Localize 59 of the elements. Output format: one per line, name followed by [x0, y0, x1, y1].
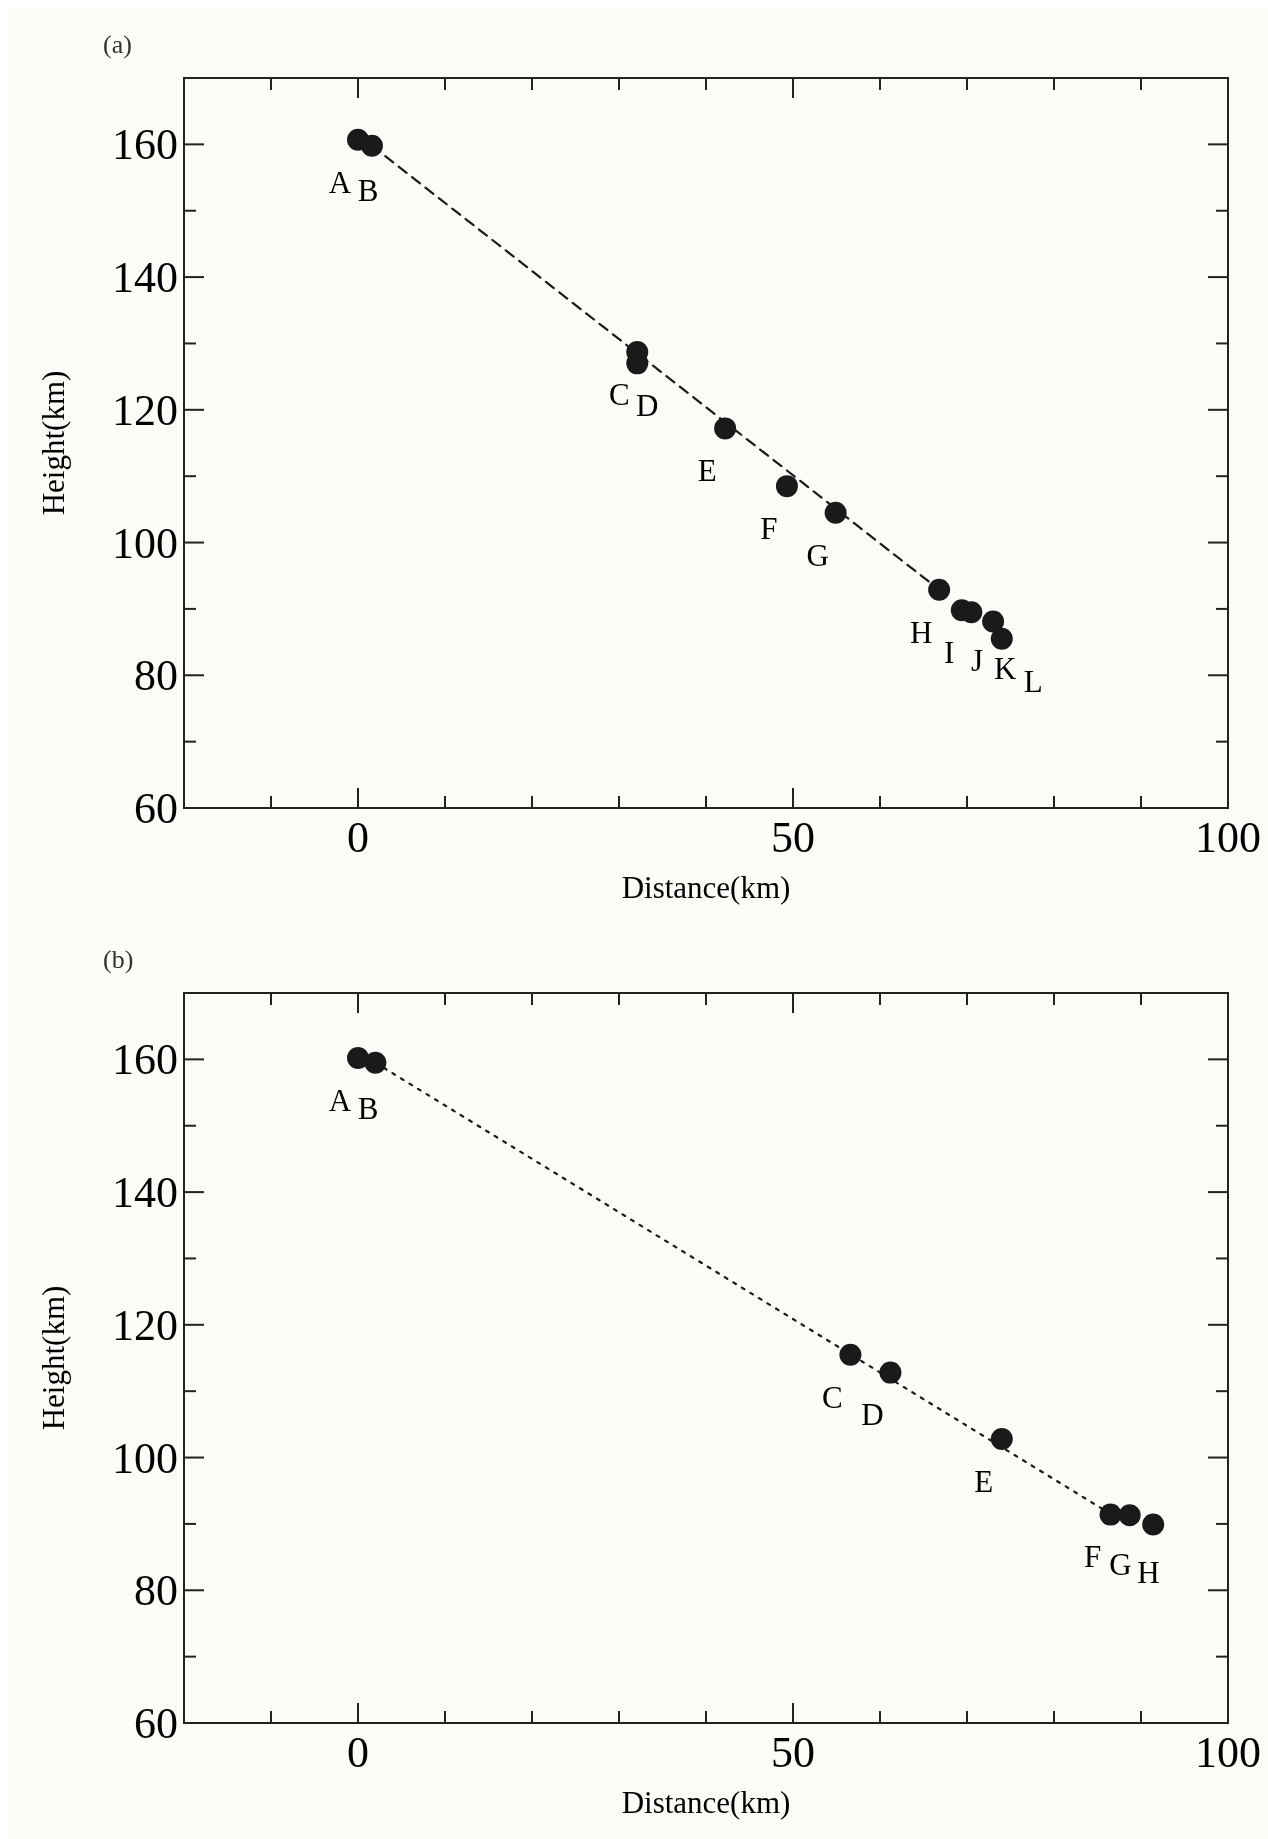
point [775, 475, 798, 498]
annotation: E [697, 453, 717, 489]
point [824, 501, 847, 524]
chart-title: (b) [103, 945, 134, 974]
x-tick-label: 0 [347, 813, 369, 862]
annotation: B [357, 1090, 379, 1126]
annotation: K [993, 651, 1017, 687]
y-tick-label: 140 [112, 253, 178, 303]
point [982, 610, 1005, 633]
y-tick-label: 80 [134, 1566, 178, 1616]
annotation: H [909, 614, 933, 650]
point [1118, 1504, 1141, 1527]
y-tick-label: 80 [134, 651, 178, 701]
annotation: C [822, 1379, 843, 1415]
annotation: D [861, 1397, 884, 1433]
y-tick-label: 60 [134, 784, 178, 833]
annotation: J [971, 643, 984, 679]
y-tick-label: 160 [112, 120, 178, 170]
annotation: D [636, 388, 659, 424]
x-tick-label: 50 [771, 1728, 815, 1777]
y-tick-label: 160 [112, 1035, 178, 1085]
point [1099, 1503, 1122, 1526]
point [879, 1361, 902, 1384]
annotation: A [328, 1082, 352, 1118]
x-tick-label: 100 [1195, 813, 1261, 862]
y-tick-label: 100 [112, 518, 178, 568]
y-axis-title: Height(km) [36, 370, 71, 516]
y-tick-label: 120 [112, 1300, 178, 1350]
annotation: L [1023, 663, 1043, 699]
x-tick-label: 100 [1195, 1728, 1261, 1777]
x-tick-label: 50 [771, 813, 815, 862]
point [839, 1343, 862, 1366]
y-axis-title: Height(km) [36, 1285, 71, 1431]
point [928, 578, 951, 601]
x-axis-title: Distance(km) [621, 1785, 791, 1820]
point [360, 134, 383, 157]
annotation: I [944, 635, 955, 671]
annotation: B [357, 172, 379, 208]
point [1142, 1513, 1165, 1536]
annotation: H [1137, 1555, 1160, 1591]
point [990, 627, 1013, 650]
x-axis-title: Distance(km) [621, 870, 791, 905]
point [714, 417, 737, 440]
point [347, 1047, 369, 1070]
y-tick-label: 140 [112, 1168, 178, 1218]
annotation: F [760, 510, 778, 546]
x-tick-label: 0 [347, 1728, 369, 1777]
annotation: G [1109, 1547, 1132, 1583]
annotation: F [1083, 1539, 1102, 1575]
point [990, 1427, 1013, 1450]
annotation: G [806, 537, 829, 573]
y-tick-label: 100 [112, 1433, 178, 1483]
annotation: C [608, 376, 630, 412]
annotation: A [328, 164, 352, 200]
y-tick-label: 120 [112, 385, 178, 435]
annotation: E [974, 1463, 994, 1499]
y-tick-label: 60 [134, 1699, 178, 1748]
chart-title: (a) [103, 30, 132, 59]
point [364, 1051, 387, 1074]
